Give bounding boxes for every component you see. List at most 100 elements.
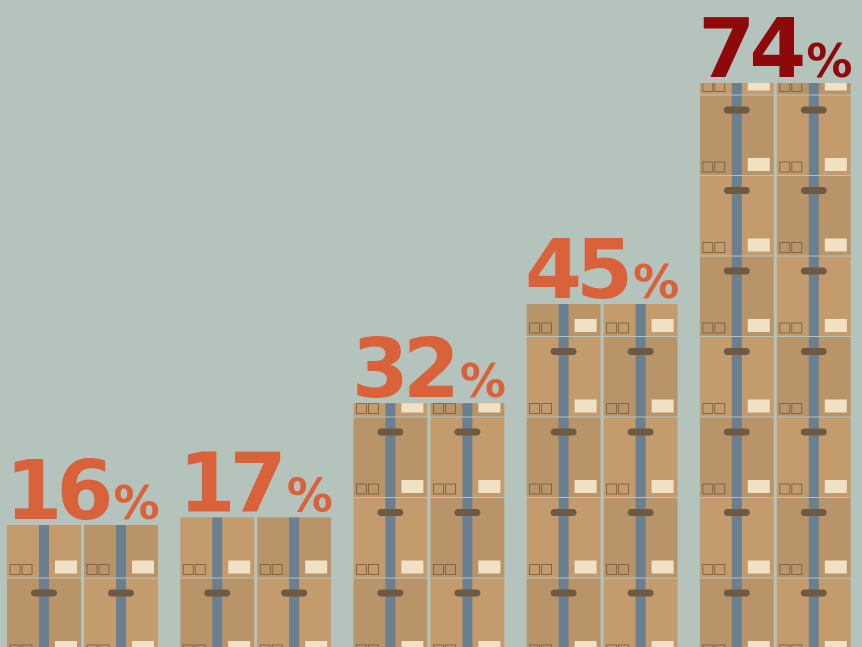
icon bbox=[367, 403, 379, 414]
handle bbox=[723, 187, 750, 194]
value-label: 32% bbox=[352, 322, 506, 417]
icon bbox=[702, 483, 714, 495]
icon bbox=[444, 403, 456, 414]
label-sticker bbox=[651, 480, 674, 493]
icon bbox=[702, 322, 714, 334]
box-stack bbox=[7, 525, 158, 647]
label-sticker bbox=[401, 403, 424, 413]
label-sticker bbox=[824, 480, 847, 493]
tape bbox=[289, 517, 300, 578]
icon bbox=[86, 644, 98, 647]
label-sticker bbox=[747, 560, 770, 574]
icon bbox=[529, 564, 540, 575]
label-sticker bbox=[824, 158, 847, 171]
icon bbox=[194, 644, 206, 647]
tape bbox=[558, 578, 569, 647]
icon bbox=[367, 564, 379, 575]
tape bbox=[731, 83, 742, 95]
icon bbox=[259, 564, 271, 575]
icon bbox=[714, 403, 726, 414]
icon bbox=[432, 644, 444, 647]
tape bbox=[808, 498, 819, 578]
label-sticker bbox=[574, 560, 597, 574]
label-sticker bbox=[401, 641, 424, 647]
icon bbox=[714, 242, 726, 253]
tape bbox=[731, 256, 742, 336]
icon bbox=[182, 564, 194, 575]
icon bbox=[9, 644, 21, 647]
handle bbox=[800, 589, 827, 597]
icon bbox=[194, 564, 206, 575]
label-sticker bbox=[478, 480, 501, 493]
icon bbox=[529, 644, 540, 647]
icon bbox=[779, 564, 791, 575]
tape bbox=[385, 498, 396, 578]
label-sticker bbox=[824, 560, 847, 574]
icon bbox=[779, 242, 791, 253]
icon bbox=[606, 644, 617, 647]
icon bbox=[714, 161, 726, 173]
label-sticker bbox=[824, 319, 847, 332]
label-sticker bbox=[747, 480, 770, 493]
handle bbox=[800, 106, 827, 114]
tape bbox=[808, 176, 819, 256]
handle bbox=[281, 589, 308, 597]
icon bbox=[271, 564, 283, 575]
handle bbox=[550, 348, 577, 355]
tape bbox=[39, 578, 49, 647]
box-stack bbox=[699, 83, 851, 647]
tape bbox=[462, 578, 473, 647]
label-sticker bbox=[132, 560, 154, 574]
tape bbox=[808, 256, 819, 336]
label-sticker bbox=[747, 158, 770, 171]
label-sticker bbox=[651, 399, 674, 413]
icon bbox=[606, 403, 617, 414]
label-sticker bbox=[574, 641, 597, 647]
icon bbox=[529, 322, 540, 334]
label-sticker bbox=[747, 319, 770, 332]
icon bbox=[355, 403, 367, 414]
handle bbox=[31, 589, 57, 597]
icon bbox=[779, 483, 791, 495]
label-sticker bbox=[478, 641, 501, 647]
box-stack bbox=[353, 403, 505, 647]
handle bbox=[627, 589, 654, 597]
label-sticker bbox=[747, 83, 770, 91]
label-sticker bbox=[478, 560, 501, 574]
tape bbox=[462, 403, 473, 417]
handle bbox=[723, 106, 750, 114]
icon bbox=[791, 564, 803, 575]
icon bbox=[618, 322, 629, 334]
tape bbox=[731, 498, 742, 578]
handle bbox=[627, 509, 654, 516]
icon bbox=[21, 564, 33, 575]
tape bbox=[731, 95, 742, 175]
icon bbox=[444, 483, 456, 495]
icon bbox=[714, 564, 726, 575]
icon bbox=[355, 564, 367, 575]
label-sticker bbox=[574, 399, 597, 413]
handle bbox=[377, 509, 404, 516]
value-label: 16% bbox=[5, 444, 159, 539]
icon bbox=[779, 644, 791, 647]
label-sticker bbox=[478, 403, 501, 413]
tape bbox=[385, 578, 396, 647]
tape bbox=[635, 578, 646, 647]
handle bbox=[204, 589, 231, 597]
handle bbox=[800, 509, 827, 516]
icon bbox=[98, 564, 110, 575]
handle bbox=[800, 428, 827, 436]
tape bbox=[558, 417, 569, 497]
tape bbox=[385, 403, 396, 417]
label-sticker bbox=[651, 560, 674, 574]
label-sticker bbox=[55, 560, 77, 574]
icon bbox=[541, 403, 552, 414]
box-stack bbox=[180, 517, 332, 647]
tape bbox=[635, 417, 646, 497]
label-sticker bbox=[824, 83, 847, 91]
label-sticker bbox=[824, 641, 847, 647]
tape bbox=[731, 337, 742, 417]
tape bbox=[808, 95, 819, 175]
icon bbox=[714, 483, 726, 495]
tape bbox=[808, 417, 819, 497]
